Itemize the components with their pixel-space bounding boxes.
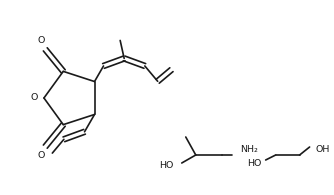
Text: O: O — [38, 151, 45, 160]
Text: O: O — [38, 36, 45, 45]
Text: O: O — [31, 93, 38, 103]
Text: OH: OH — [316, 145, 330, 154]
Text: NH₂: NH₂ — [240, 145, 258, 154]
Text: HO: HO — [159, 160, 174, 169]
Text: HO: HO — [247, 159, 262, 168]
